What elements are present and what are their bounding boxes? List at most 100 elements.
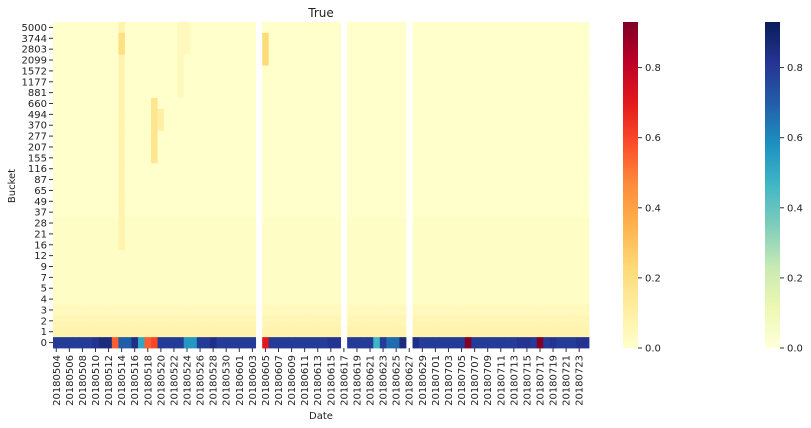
heatmap-cell [386,261,394,273]
heatmap-cell [379,43,387,55]
heatmap-cell [490,98,498,110]
heatmap-cell [419,315,426,327]
heatmap-cell [530,185,538,197]
heatmap-cell [517,163,525,175]
heatmap-cell [236,76,243,88]
heatmap-cell [288,119,296,132]
heatmap-cell [118,32,126,45]
heatmap-cell [105,185,113,197]
heatmap-cell [412,108,420,121]
heatmap-cell [85,108,93,121]
heatmap-cell [190,32,198,45]
heatmap-cell [268,174,276,186]
heatmap-cell [412,250,420,262]
heatmap-cell [183,239,191,251]
heatmap-cell [236,282,243,295]
heatmap-cell [419,152,426,164]
heatmap-cell [79,32,87,45]
heatmap-cell [222,228,230,240]
heatmap-cell [556,271,564,284]
heatmap-cell [144,326,152,338]
heatmap-cell [477,185,485,197]
heatmap-cell [144,261,152,273]
heatmap-cell [183,185,191,197]
heatmap-cell [438,65,446,77]
heatmap-cell [373,163,381,175]
heatmap-cell-bucket-0 [562,337,570,349]
heatmap-cell [510,326,518,338]
heatmap-cell-bucket-0 [294,337,302,349]
heatmap-cell [294,130,302,142]
heatmap-cell [275,326,283,338]
heatmap-cell [236,43,243,55]
heatmap-cell [157,185,165,197]
heatmap-cell [464,282,472,295]
heatmap-cell [281,250,289,262]
heatmap-cell [569,174,577,186]
heatmap-cell [497,108,505,121]
y-tick-label: 37 [34,208,47,219]
heatmap-cell [497,293,505,305]
heatmap-cell [451,261,459,273]
heatmap-cell [321,206,328,218]
heatmap-cell [504,326,511,338]
heatmap-cell [242,119,250,132]
heatmap-cell [98,250,106,262]
heatmap-cell [236,239,243,251]
heatmap-cell [490,239,498,251]
heatmap-cell [124,228,132,240]
heatmap-cell [438,250,446,262]
heatmap-cell [236,206,243,218]
heatmap-cell [569,326,577,338]
heatmap-cell [425,315,433,327]
heatmap-cell [497,65,505,77]
heatmap-cell [209,304,217,316]
heatmap-cell [236,54,243,66]
heatmap-cell [438,195,446,208]
heatmap-cell [425,163,433,175]
heatmap-cell [432,76,440,88]
heatmap-cell [543,65,551,77]
heatmap-cell [360,108,368,121]
heatmap-cell [438,22,446,34]
heatmap-cell [124,282,132,295]
heatmap-cell [556,206,564,218]
heatmap-cell [275,22,283,34]
heatmap-cell [314,152,322,164]
heatmap-cell [131,108,139,121]
heatmap-cell [425,76,433,88]
heatmap-cell [151,206,158,218]
heatmap-cell [124,271,132,284]
heatmap-cell [445,250,453,262]
heatmap-cell [392,228,400,240]
heatmap-cell [53,217,60,229]
heatmap-cell [536,326,544,338]
heatmap-cell [209,43,217,55]
heatmap-cell [562,65,570,77]
heatmap-cell [490,228,498,240]
heatmap-cell [530,32,538,45]
heatmap-cell [347,261,355,273]
heatmap-cell [379,141,387,153]
heatmap-cell [314,282,322,295]
heatmap-cell [353,163,361,175]
heatmap-cell [307,87,315,99]
heatmap-cell-bucket-0 [360,337,368,349]
heatmap-cell [490,174,498,186]
heatmap-cell [307,261,315,273]
heatmap-cell [85,206,93,218]
heatmap-cell [484,108,492,121]
heatmap-cell [144,174,152,186]
heatmap-cell [569,217,577,229]
heatmap-cell [111,315,119,327]
heatmap-cell [504,163,511,175]
heatmap-cell [445,174,453,186]
heatmap-cell [327,206,335,218]
heatmap-cell [209,217,217,229]
heatmap-cell [392,315,400,327]
heatmap-cell [523,54,531,66]
x-tick-label: 20180607 [274,355,285,406]
heatmap-cell [183,32,191,45]
heatmap-cell [399,141,407,153]
heatmap-cell [464,130,472,142]
